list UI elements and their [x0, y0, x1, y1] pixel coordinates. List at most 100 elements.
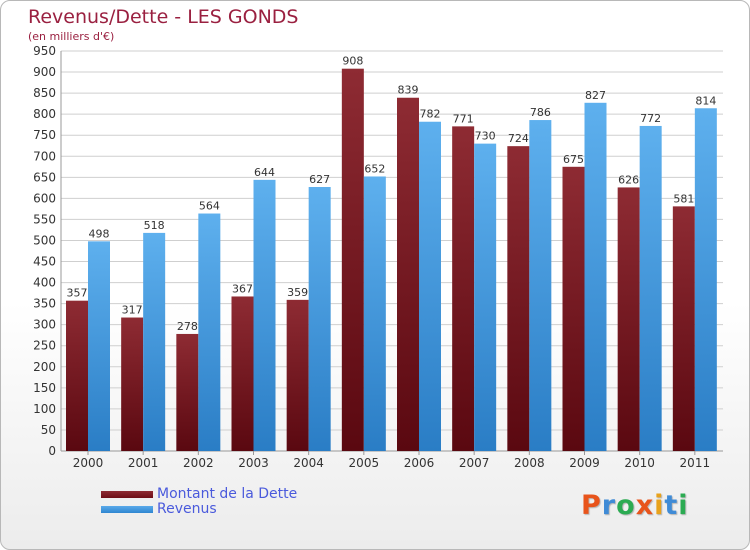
x-tick-label: 2004 — [293, 456, 324, 470]
bar-dette — [452, 126, 475, 452]
bar-revenus — [198, 213, 221, 451]
y-tick-label: 950 — [33, 44, 56, 58]
legend-label-dette: Montant de la Dette — [157, 486, 298, 502]
data-label-revenus: 518 — [144, 219, 165, 232]
data-label-revenus: 652 — [364, 162, 385, 175]
bar-revenus — [584, 102, 607, 451]
bar-revenus — [253, 179, 276, 451]
logo-letter: t — [664, 490, 679, 521]
data-label-dette: 359 — [287, 286, 308, 299]
data-label-dette: 367 — [232, 282, 253, 295]
logo-letter: i — [678, 490, 689, 521]
legend-swatch-dette — [101, 491, 153, 498]
y-tick-label: 0 — [48, 444, 56, 458]
x-tick-label: 2009 — [569, 456, 600, 470]
bar-dette — [341, 68, 364, 452]
data-label-revenus: 786 — [530, 106, 551, 119]
bar-dette — [507, 146, 530, 451]
y-tick-label: 300 — [33, 318, 56, 332]
y-tick-label: 600 — [33, 191, 56, 205]
data-label-dette: 724 — [508, 132, 529, 145]
data-label-revenus: 814 — [695, 94, 716, 107]
data-label-dette: 278 — [177, 320, 198, 333]
x-tick-label: 2011 — [680, 456, 711, 470]
data-label-revenus: 730 — [475, 130, 496, 143]
logo-letter: i — [654, 490, 665, 521]
legend-swatch-revenus — [101, 506, 153, 513]
data-label-dette: 581 — [673, 192, 694, 205]
bar-dette — [286, 299, 309, 451]
bar-revenus — [143, 232, 166, 451]
logo-letter: r — [601, 490, 617, 521]
bars — [66, 68, 717, 452]
y-tick-label: 500 — [33, 233, 56, 247]
data-label-dette: 317 — [122, 304, 143, 317]
y-tick-label: 750 — [33, 128, 56, 142]
bar-dette — [66, 300, 88, 451]
logo-letter: o — [616, 490, 636, 521]
data-label-dette: 771 — [453, 112, 474, 125]
data-label-dette: 908 — [342, 55, 363, 68]
y-tick-label: 800 — [33, 107, 56, 121]
y-tick-label: 200 — [33, 360, 56, 374]
data-label-revenus: 644 — [254, 166, 275, 179]
axes: 0 50 100 150 200 250 300 350 400 450 500 550 600 650 7… — [33, 44, 723, 470]
logo-letter: x — [635, 490, 655, 521]
x-tick-label: 2010 — [624, 456, 655, 470]
y-tick-label: 100 — [33, 402, 56, 416]
data-labels: 3574983175182785643676443596279086528397… — [67, 55, 717, 333]
x-tick-label: 2005 — [349, 456, 380, 470]
x-tick-label: 2008 — [514, 456, 545, 470]
bar-revenus — [88, 241, 110, 451]
y-tick-label: 650 — [33, 170, 56, 184]
bar-dette — [617, 187, 640, 451]
y-tick-label: 550 — [33, 212, 56, 226]
data-label-revenus: 498 — [89, 227, 110, 240]
proxiti-logo: Proxiti — [581, 490, 689, 521]
data-label-revenus: 827 — [585, 89, 606, 102]
y-tick-label: 400 — [33, 276, 56, 290]
x-tick-label: 2001 — [128, 456, 159, 470]
data-label-revenus: 782 — [420, 108, 441, 121]
logo-letter: P — [581, 490, 602, 521]
data-label-dette: 675 — [563, 153, 584, 166]
data-label-dette: 626 — [618, 173, 639, 186]
bar-dette — [231, 296, 254, 451]
bar-revenus — [308, 187, 331, 451]
chart-subtitle: (en milliers d'€) — [28, 30, 115, 43]
legend-label-revenus: Revenus — [157, 501, 217, 517]
y-tick-label: 900 — [33, 65, 56, 79]
bar-revenus — [694, 108, 717, 452]
y-tick-label: 150 — [33, 381, 56, 395]
bar-revenus — [639, 125, 662, 452]
gridlines — [61, 50, 723, 452]
y-tick-label: 50 — [41, 423, 56, 437]
x-tick-label: 2003 — [238, 456, 269, 470]
x-tick-label: 2002 — [183, 456, 214, 470]
y-tick-label: 350 — [33, 297, 56, 311]
bar-revenus — [474, 143, 497, 451]
data-label-dette: 357 — [67, 287, 88, 300]
bar-dette — [672, 206, 695, 451]
y-tick-label: 450 — [33, 255, 56, 269]
bar-revenus — [419, 121, 441, 451]
data-label-revenus: 772 — [640, 112, 661, 125]
x-tick-label: 2007 — [459, 456, 490, 470]
bar-dette — [121, 317, 144, 451]
x-tick-label: 2006 — [404, 456, 435, 470]
chart-title: Revenus/Dette - LES GONDS — [28, 6, 299, 28]
y-tick-label: 700 — [33, 149, 56, 163]
bar-dette — [562, 166, 585, 451]
data-label-revenus: 564 — [199, 200, 220, 213]
bar-dette — [397, 97, 419, 451]
data-label-dette: 839 — [398, 84, 419, 97]
y-tick-label: 250 — [33, 339, 56, 353]
x-tick-label: 2000 — [73, 456, 104, 470]
bar-dette — [176, 333, 199, 451]
data-label-revenus: 627 — [309, 173, 330, 186]
bar-revenus — [363, 176, 386, 451]
bar-revenus — [529, 120, 552, 451]
y-tick-label: 850 — [33, 86, 56, 100]
